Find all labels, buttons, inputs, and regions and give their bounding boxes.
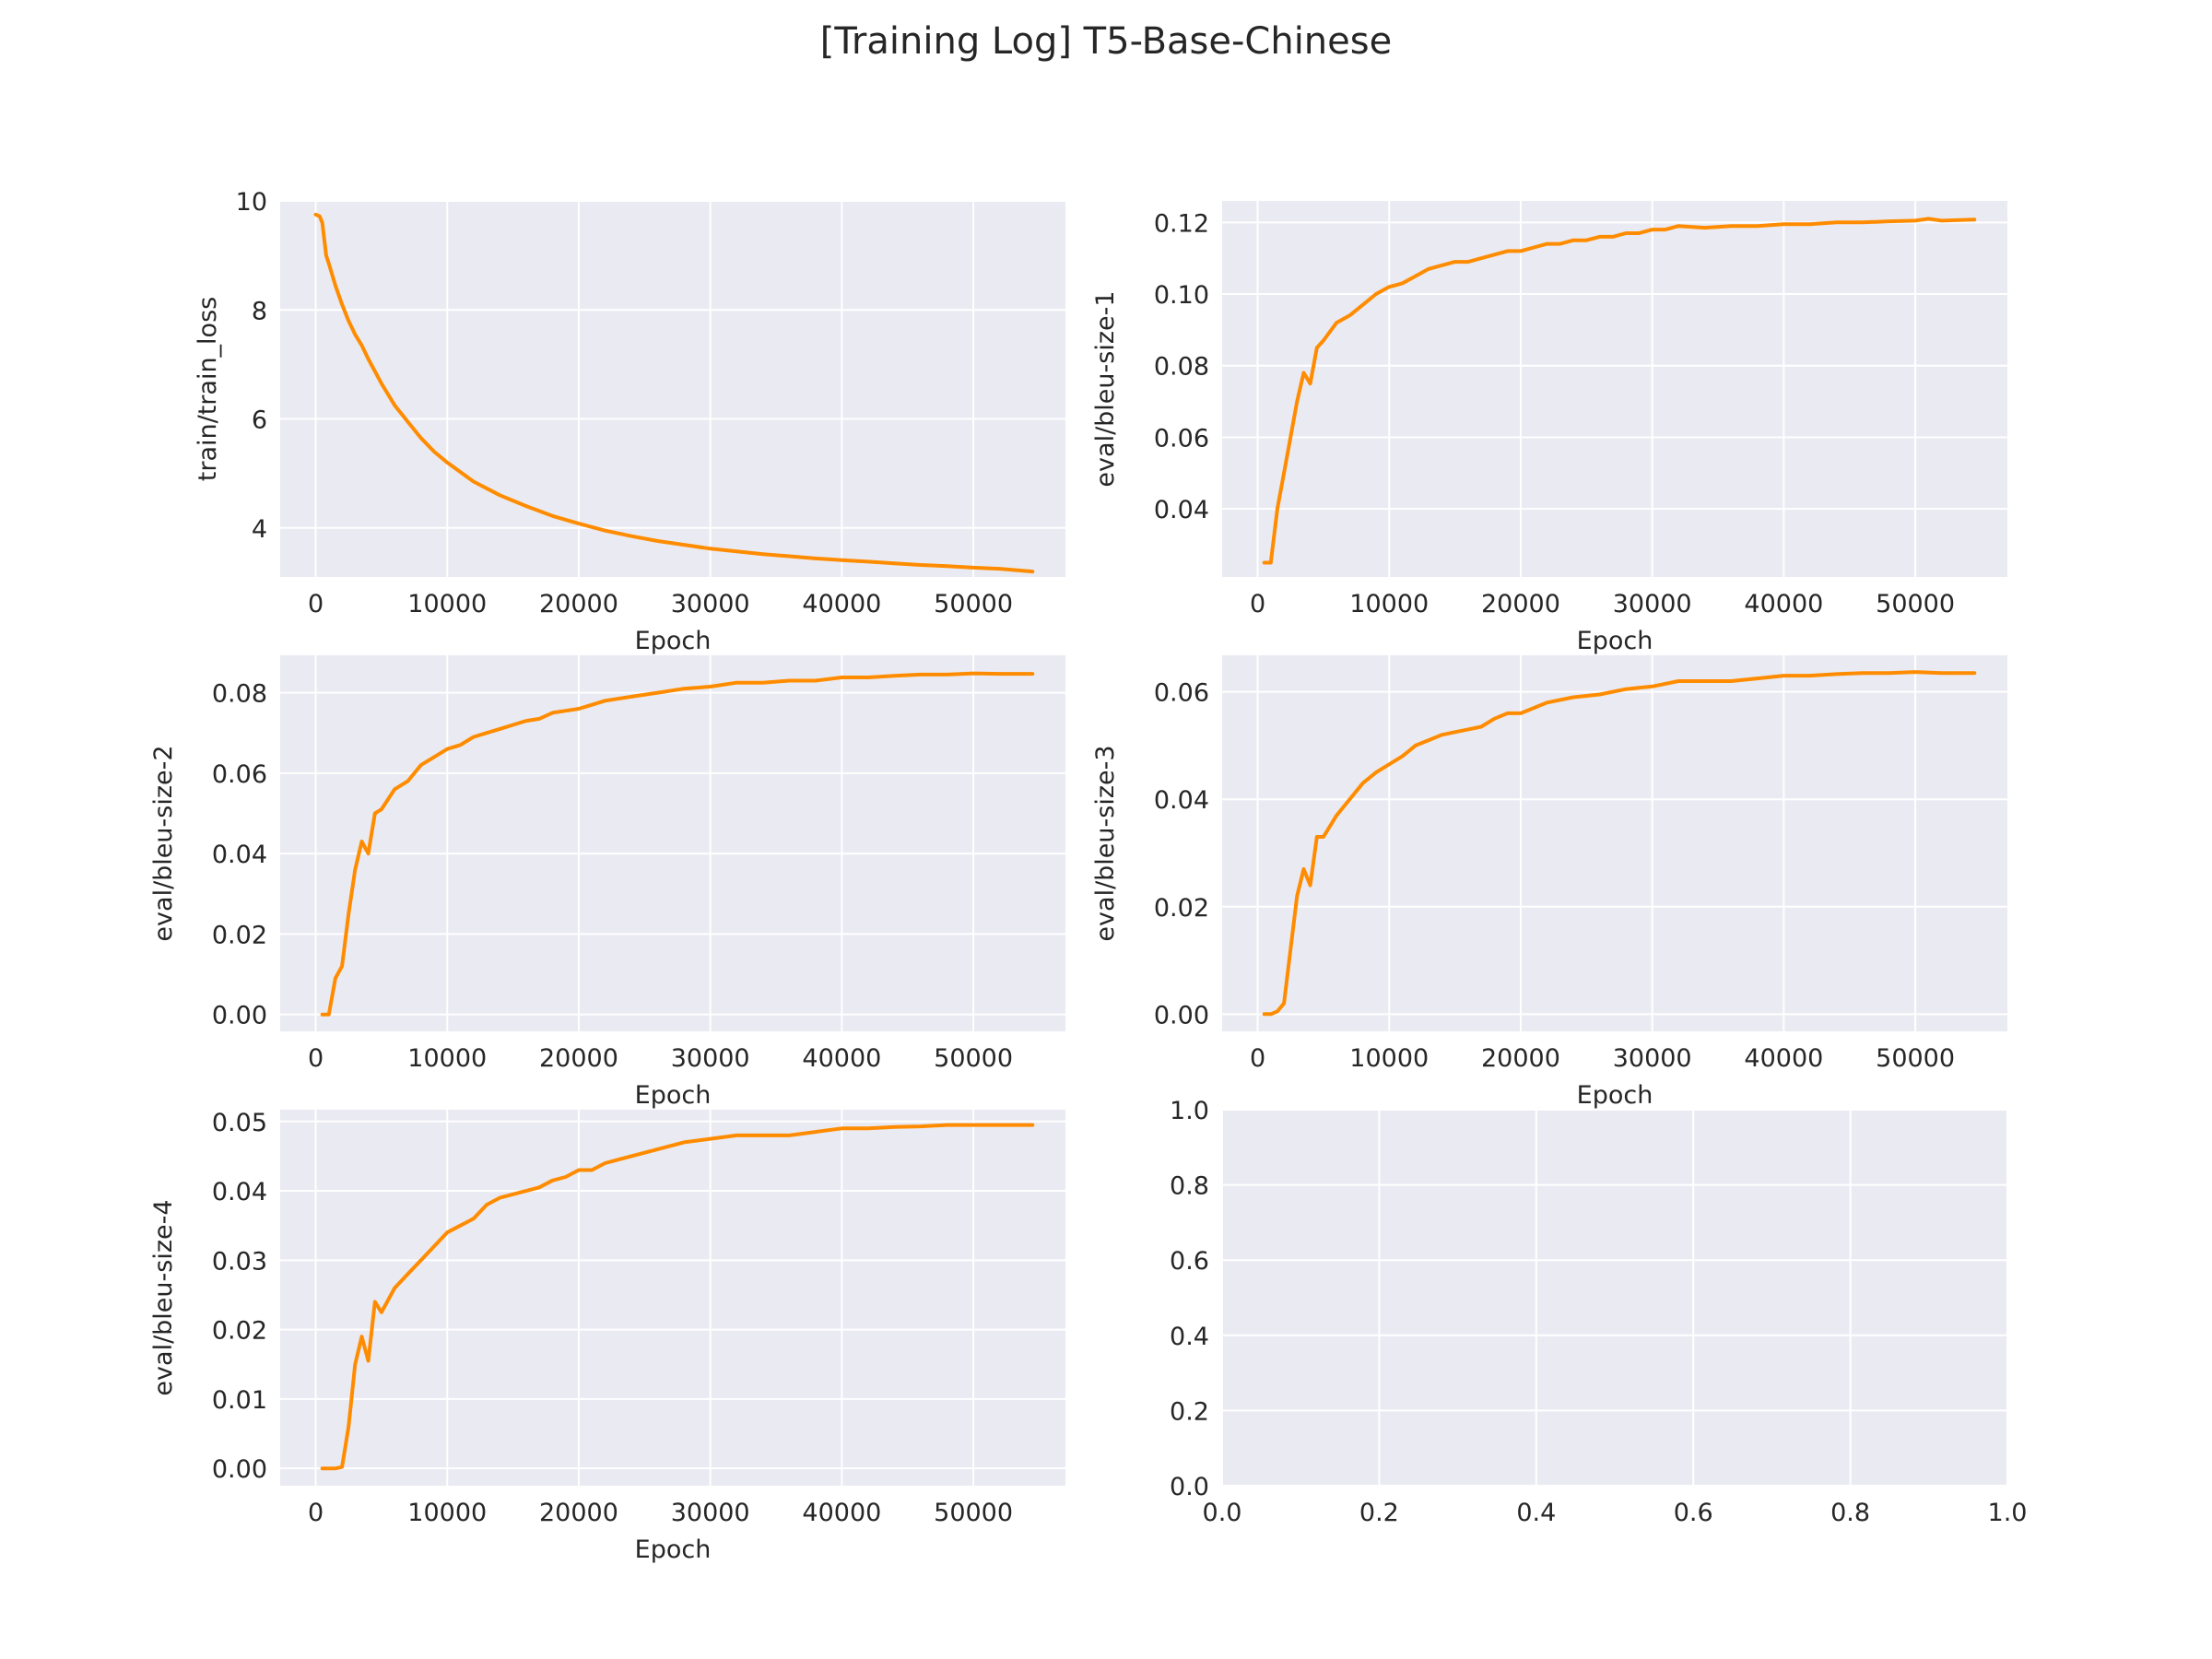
- x-tick-label: 50000: [934, 590, 1013, 618]
- y-tick-label: 4: [252, 515, 267, 544]
- y-tick-label: 0.12: [1154, 209, 1209, 238]
- x-tick-label: 0: [308, 1499, 324, 1527]
- y-tick-label: 0.02: [212, 921, 267, 949]
- x-tick-label: 0.4: [1516, 1499, 1556, 1527]
- y-tick-label: 0.00: [212, 1455, 267, 1484]
- x-tick-label: 50000: [1876, 590, 1955, 618]
- x-tick-label: 30000: [671, 1044, 750, 1073]
- x-tick-label: 30000: [671, 1499, 750, 1527]
- plot-background: [280, 655, 1065, 1031]
- plot-background: [1222, 655, 2007, 1031]
- subplots-layer: 0 10000 20000 30000 40000 50000 4 6 8 10 Epoch trai…: [149, 188, 2027, 1564]
- series-line-1: [320, 1123, 1035, 1471]
- y-tick-label: 0.00: [212, 1002, 267, 1030]
- y-tick-label: 0.04: [1154, 786, 1209, 815]
- x-tick-label: 0: [308, 590, 324, 618]
- x-axis-label: Epoch: [635, 627, 712, 655]
- x-tick-label: 30000: [1613, 590, 1692, 618]
- x-tick-label: 40000: [802, 1044, 881, 1073]
- x-axis-label: Epoch: [635, 1081, 712, 1110]
- x-axis-label: Epoch: [635, 1535, 712, 1564]
- x-tick-label: 20000: [539, 590, 618, 618]
- y-axis-label: eval/bleu-size-4: [149, 1199, 178, 1395]
- x-tick-label: 40000: [802, 1499, 881, 1527]
- x-tick-label: 10000: [407, 590, 487, 618]
- y-tick-label: 8: [252, 297, 267, 325]
- y-tick-label: 0.02: [212, 1317, 267, 1346]
- series-line-1: [320, 671, 1035, 1017]
- plot-background: [280, 1110, 1065, 1486]
- y-tick-label: 0.02: [1154, 894, 1209, 923]
- x-tick-label: 50000: [934, 1499, 1013, 1527]
- x-tick-label: 10000: [407, 1044, 487, 1073]
- y-tick-label: 0.01: [212, 1386, 267, 1415]
- plot-background: [1222, 1110, 2007, 1486]
- subplot-2: 0 10000 20000 30000 40000 50000 0.04 0.06 0.08 0.…: [1091, 201, 2007, 655]
- x-axis-label: Epoch: [1577, 627, 1653, 655]
- x-tick-label: 20000: [1481, 1044, 1560, 1073]
- figure-title: [Training Log] T5-Base-Chinese: [819, 20, 1393, 63]
- y-tick-label: 0.04: [212, 841, 267, 869]
- subplot-1: 0 10000 20000 30000 40000 50000 4 6 8 10 Epoch trai…: [194, 188, 1065, 655]
- plot-background: [280, 201, 1065, 577]
- y-tick-label: 0.06: [1154, 679, 1209, 708]
- y-tick-label: 6: [252, 406, 267, 435]
- y-tick-label: 0.06: [1154, 424, 1209, 453]
- subplot-6: 0.0 0.2 0.4 0.6 0.8 1.0 0.0 0.2 0.4 0.6 0.8 1.0: [1170, 1097, 2027, 1527]
- x-tick-label: 0.2: [1359, 1499, 1399, 1527]
- x-axis-label: Epoch: [1577, 1081, 1653, 1110]
- x-tick-label: 0.8: [1830, 1499, 1870, 1527]
- x-tick-label: 50000: [1876, 1044, 1955, 1073]
- y-tick-label: 0.03: [212, 1247, 267, 1276]
- y-tick-label: 0.04: [1154, 496, 1209, 524]
- x-tick-label: 20000: [539, 1044, 618, 1073]
- y-tick-label: 1.0: [1170, 1097, 1209, 1125]
- x-tick-label: 40000: [1744, 1044, 1823, 1073]
- y-tick-label: 0.06: [212, 760, 267, 789]
- y-tick-label: 10: [236, 188, 267, 217]
- plot-background: [1222, 201, 2007, 577]
- y-tick-label: 0.00: [1154, 1001, 1209, 1030]
- x-tick-label: 20000: [1481, 590, 1560, 618]
- x-tick-label: 30000: [1613, 1044, 1692, 1073]
- y-tick-label: 0.10: [1154, 281, 1209, 310]
- series-line-1: [1262, 670, 1977, 1017]
- x-tick-label: 10000: [407, 1499, 487, 1527]
- y-tick-label: 0.04: [212, 1178, 267, 1206]
- series-line-1: [1262, 217, 1977, 565]
- x-tick-label: 10000: [1349, 1044, 1429, 1073]
- y-tick-label: 0.8: [1170, 1172, 1209, 1201]
- y-axis-label: train/train_loss: [194, 297, 222, 481]
- y-tick-label: 0.08: [1154, 353, 1209, 382]
- x-tick-label: 0: [1250, 1044, 1265, 1073]
- x-tick-label: 50000: [934, 1044, 1013, 1073]
- y-tick-label: 0.05: [212, 1109, 267, 1137]
- x-tick-label: 0: [1250, 590, 1265, 618]
- y-axis-label: eval/bleu-size-1: [1091, 290, 1120, 487]
- x-tick-label: 40000: [802, 590, 881, 618]
- y-tick-label: 0.4: [1170, 1323, 1209, 1351]
- x-tick-label: 0.6: [1674, 1499, 1713, 1527]
- x-tick-label: 20000: [539, 1499, 618, 1527]
- subplot-3: 0 10000 20000 30000 40000 50000 0.00 0.02 0.04 0.…: [149, 655, 1065, 1110]
- series-line-1: [313, 212, 1035, 574]
- y-tick-label: 0.2: [1170, 1397, 1209, 1426]
- subplot-4: 0 10000 20000 30000 40000 50000 0.00 0.02 0.04 0.…: [1091, 655, 2007, 1110]
- y-axis-label: eval/bleu-size-2: [149, 745, 178, 941]
- x-tick-label: 0: [308, 1044, 324, 1073]
- x-tick-label: 1.0: [1988, 1499, 2028, 1527]
- x-tick-label: 30000: [671, 590, 750, 618]
- x-tick-label: 0.0: [1203, 1499, 1242, 1527]
- y-tick-label: 0.0: [1170, 1473, 1209, 1501]
- y-tick-label: 0.08: [212, 680, 267, 709]
- subplot-5: 0 10000 20000 30000 40000 50000 0.00 0.01 0.02 0.…: [149, 1109, 1065, 1564]
- y-axis-label: eval/bleu-size-3: [1091, 745, 1120, 941]
- y-tick-label: 0.6: [1170, 1247, 1209, 1276]
- x-tick-label: 40000: [1744, 590, 1823, 618]
- x-tick-label: 10000: [1349, 590, 1429, 618]
